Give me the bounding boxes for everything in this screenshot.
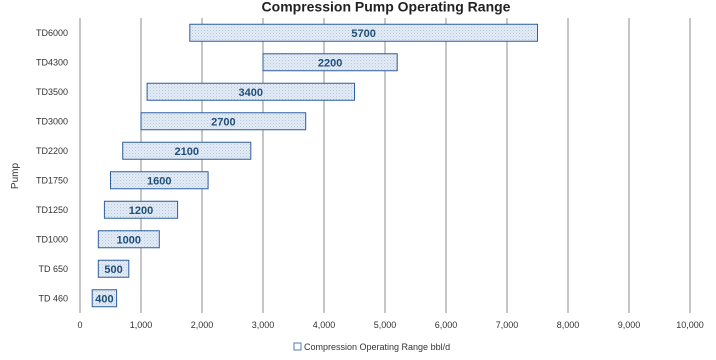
- x-tick-label: 7,000: [496, 320, 519, 330]
- y-tick-label: TD1250: [36, 205, 68, 215]
- data-label: 400: [95, 293, 113, 305]
- x-axis-ticks: 0 1,000 2,000 3,000 4,000 5,000 6,000 7,000 8,00…: [77, 320, 703, 330]
- range-bar: [189, 23, 539, 42]
- y-tick-label: TD 650: [38, 264, 68, 274]
- range-bar: [262, 53, 398, 72]
- y-tick-label: TD3000: [36, 116, 68, 126]
- bars: 5700 2200 3400 2700 2100 1600 1200 1000 500 400: [91, 23, 539, 308]
- y-tick-label: TD1000: [36, 234, 68, 244]
- x-tick-label: 5,000: [374, 320, 397, 330]
- range-bar: [122, 141, 252, 160]
- data-label: 1600: [147, 175, 171, 187]
- x-tick-label: 3,000: [252, 320, 275, 330]
- range-bar: [140, 112, 307, 131]
- x-tick-label: 1,000: [130, 320, 153, 330]
- range-bar: [103, 200, 179, 219]
- range-bar: [146, 82, 355, 101]
- data-label: 1200: [129, 205, 153, 217]
- x-tick-label: 0: [77, 320, 82, 330]
- data-label: 2200: [318, 57, 342, 69]
- data-label: 5700: [351, 28, 375, 40]
- legend-swatch: [293, 342, 302, 351]
- range-bar: [97, 230, 160, 249]
- y-tick-label: TD 460: [38, 293, 68, 303]
- data-label: 3400: [239, 87, 263, 99]
- x-tick-label: 2,000: [191, 320, 214, 330]
- x-tick-label: 10,000: [676, 320, 704, 330]
- range-bar: [110, 171, 209, 190]
- data-label: 1000: [117, 234, 141, 246]
- x-tick-label: 9,000: [618, 320, 641, 330]
- y-tick-label: TD1750: [36, 175, 68, 185]
- range-bar: [97, 259, 130, 278]
- data-label: 2100: [175, 146, 199, 158]
- x-tick-label: 8,000: [557, 320, 580, 330]
- data-label: 2700: [211, 116, 235, 128]
- x-tick-label: 4,000: [313, 320, 336, 330]
- y-tick-label: TD2200: [36, 146, 68, 156]
- y-tick-label: TD6000: [36, 28, 68, 38]
- y-axis-ticks: TD6000 TD4300 TD3500 TD3000 TD2200 TD1750 TD12…: [36, 28, 68, 304]
- range-bar: [91, 289, 118, 308]
- x-tick-label: 6,000: [435, 320, 458, 330]
- legend: Compression Operating Range bbl/d: [293, 342, 450, 352]
- y-tick-label: TD4300: [36, 57, 68, 67]
- chart-title: Compression Pump Operating Range: [262, 0, 511, 15]
- data-label: 500: [104, 264, 122, 276]
- legend-label: Compression Operating Range bbl/d: [304, 342, 450, 352]
- y-axis-label: Pump: [10, 163, 21, 190]
- y-tick-label: TD3500: [36, 87, 68, 97]
